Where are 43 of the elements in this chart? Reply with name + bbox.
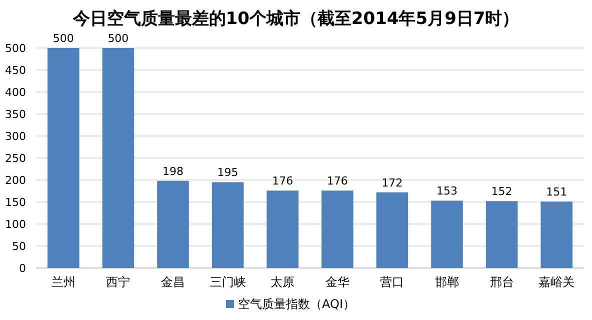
y-tick-label: 500 <box>5 42 26 55</box>
y-tick-label: 0 <box>19 262 26 275</box>
x-tick-label: 嘉峪关 <box>538 275 575 289</box>
x-tick-label: 邯郸 <box>435 275 459 289</box>
data-label: 176 <box>272 174 294 188</box>
y-tick-label: 350 <box>5 108 26 121</box>
bar <box>102 48 134 268</box>
y-tick-label: 450 <box>5 64 26 77</box>
chart-title: 今日空气质量最差的10个城市（截至2014年5月9日7时） <box>72 9 520 29</box>
y-tick-label: 150 <box>5 196 26 209</box>
bar <box>266 190 298 268</box>
x-tick-label: 太原 <box>270 275 295 289</box>
data-label: 176 <box>326 174 348 188</box>
bar <box>322 190 354 268</box>
bar <box>486 201 518 268</box>
y-tick-label: 100 <box>5 218 26 231</box>
x-tick-label: 三门峡 <box>210 275 246 289</box>
x-tick-label: 营口 <box>380 275 404 289</box>
y-tick-label: 400 <box>5 86 26 99</box>
x-tick-label: 邢台 <box>490 275 514 289</box>
bar <box>431 200 463 268</box>
y-tick-label: 250 <box>5 152 26 165</box>
x-tick-label: 金昌 <box>161 275 185 289</box>
bar <box>48 48 80 268</box>
data-label: 152 <box>491 185 512 198</box>
x-tick-label: 西宁 <box>106 275 130 289</box>
legend-label: 空气质量指数（AQI） <box>238 297 355 311</box>
data-label: 198 <box>162 164 184 178</box>
y-tick-label: 50 <box>12 240 26 253</box>
data-label: 151 <box>546 186 568 199</box>
data-label: 153 <box>436 184 458 198</box>
bar <box>376 192 408 268</box>
y-tick-label: 300 <box>5 130 26 143</box>
x-tick-label: 兰州 <box>51 275 76 289</box>
data-label: 172 <box>382 176 403 190</box>
bar <box>212 182 244 268</box>
bar <box>540 202 572 268</box>
x-tick-label: 金华 <box>325 275 350 289</box>
y-tick-label: 200 <box>5 174 26 187</box>
bar <box>157 180 189 268</box>
data-label: 500 <box>52 32 74 45</box>
data-label: 195 <box>217 166 238 180</box>
data-label: 500 <box>108 32 129 45</box>
